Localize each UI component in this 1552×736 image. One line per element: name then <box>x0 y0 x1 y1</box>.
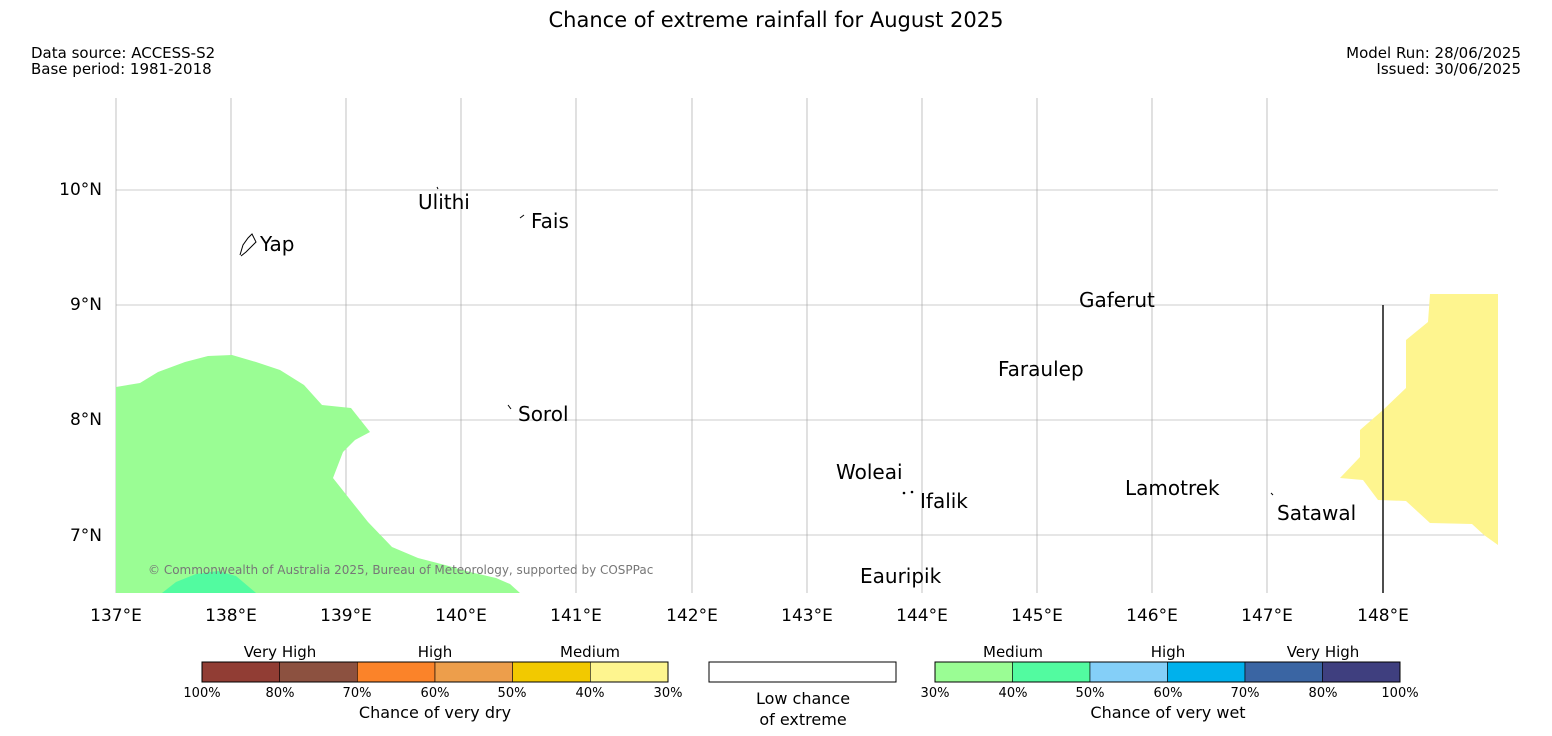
lon-label-146e: 146°E <box>1126 606 1178 626</box>
place-label-eauripik: Eauripik <box>860 564 942 588</box>
legend-wet-swatch <box>1089 661 1168 683</box>
legend-wet-tick: 70% <box>1231 686 1260 701</box>
legend-low-chance: Low chance of extreme <box>708 661 897 729</box>
meta-left: Data source: ACCESS-S2 Base period: 1981… <box>31 45 215 77</box>
legend-dry-swatch <box>279 661 358 683</box>
lon-label-139e: 139°E <box>320 606 372 626</box>
map-title: Chance of extreme rainfall for August 20… <box>548 8 1004 32</box>
legend-dry-group-medium: Medium <box>560 643 620 661</box>
lon-label-137e: 137°E <box>90 606 142 626</box>
legend-dry-tick: 80% <box>266 686 295 701</box>
place-label-satawal: Satawal <box>1277 501 1356 525</box>
island-markers <box>239 186 1274 496</box>
legend-dry-tick: 60% <box>421 686 450 701</box>
lat-label-7n: 7°N <box>70 526 102 546</box>
lat-label-8n: 8°N <box>70 410 102 430</box>
legend-dry-caption: Chance of very dry <box>359 703 511 722</box>
place-label-faraulep: Faraulep <box>998 357 1084 381</box>
legend-wet-swatch <box>1322 661 1401 683</box>
medium-dry-region <box>1340 294 1498 545</box>
legend-wet-tick: 100% <box>1381 686 1418 701</box>
legend-wet-tick: 50% <box>1076 686 1105 701</box>
lon-label-138e: 138°E <box>205 606 257 626</box>
legend-wet-tick: 60% <box>1154 686 1183 701</box>
legend-dry-group-high: High <box>418 643 452 661</box>
place-label-yap: Yap <box>259 232 294 256</box>
lat-label-10n: 10°N <box>59 180 102 200</box>
base-period-text: Base period: 1981-2018 <box>31 60 212 78</box>
legend-wet-caption: Chance of very wet <box>1090 703 1245 722</box>
legend-wet-tick: 40% <box>999 686 1028 701</box>
lon-label-148e: 148°E <box>1357 606 1409 626</box>
legend-dry-swatch <box>589 661 669 683</box>
ulithi-island-mark <box>436 186 439 190</box>
medium-wet-region <box>116 355 520 593</box>
legend-dry-tick: 30% <box>654 686 683 701</box>
legend-wet-group-high: High <box>1151 643 1185 661</box>
place-label-woleai: Woleai <box>836 460 903 484</box>
place-label-fais: Fais <box>531 209 569 233</box>
legend-dry-tick: 50% <box>498 686 527 701</box>
legend-wet-swatch <box>1244 661 1323 683</box>
legend-wet-group-medium: Medium <box>983 643 1043 661</box>
legend-dry-tick: 40% <box>576 686 605 701</box>
legend-dry: Very High High Medium 100% 80% 70% 60% 5… <box>183 643 682 722</box>
meta-right: Model Run: 28/06/2025 Issued: 30/06/2025 <box>1346 45 1521 77</box>
ifalik-island-mark <box>902 491 906 495</box>
legend-low-caption-1: Low chance <box>756 689 850 708</box>
copyright-text: © Commonwealth of Australia 2025, Bureau… <box>148 563 653 577</box>
model-run-text: Model Run: 28/06/2025 <box>1346 44 1521 62</box>
lon-label-142e: 142°E <box>666 606 718 626</box>
legend-wet-swatch <box>1012 661 1091 683</box>
lon-label-147e: 147°E <box>1241 606 1293 626</box>
legend-dry-swatch <box>512 661 591 683</box>
lon-label-140e: 140°E <box>435 606 487 626</box>
legend-dry-swatch <box>356 661 436 683</box>
legend-wet-tick: 80% <box>1309 686 1338 701</box>
lon-label-144e: 144°E <box>896 606 948 626</box>
data-source-text: Data source: ACCESS-S2 <box>31 44 216 62</box>
place-label-ifalik: Ifalik <box>920 489 968 513</box>
issued-text: Issued: 30/06/2025 <box>1376 60 1521 78</box>
legend-dry-tick: 100% <box>183 686 220 701</box>
legend-dry-group-very-high: Very High <box>244 643 317 661</box>
satawal-island-mark <box>1270 492 1274 496</box>
place-label-sorol: Sorol <box>518 402 569 426</box>
legend-wet-group-very-high: Very High <box>1287 643 1360 661</box>
legend-wet-swatch <box>934 661 1013 683</box>
wet-40-50-region <box>162 571 256 593</box>
legend-wet-swatch <box>1167 661 1246 683</box>
legend-dry-tick: 70% <box>343 686 372 701</box>
lon-label-141e: 141°E <box>550 606 602 626</box>
lon-label-143e: 143°E <box>781 606 833 626</box>
sorol-island-mark <box>507 404 512 410</box>
place-label-ulithi: Ulithi <box>418 190 470 214</box>
yap-island-outline <box>239 233 257 257</box>
place-label-gaferut: Gaferut <box>1079 288 1155 312</box>
legend-low-swatch <box>708 661 897 683</box>
lon-label-145e: 145°E <box>1011 606 1063 626</box>
fais-island-mark <box>519 214 525 219</box>
legend-wet-tick: 30% <box>921 686 950 701</box>
legend-low-caption-2: of extreme <box>759 710 846 729</box>
legend-wet: Medium High Very High 30% 40% 50% 60% 70… <box>921 643 1419 722</box>
lat-label-9n: 9°N <box>70 295 102 315</box>
ifalik-island-mark-2 <box>910 490 914 494</box>
place-label-lamotrek: Lamotrek <box>1125 476 1220 500</box>
legend-dry-swatch <box>201 661 280 683</box>
legend-dry-swatch <box>434 661 513 683</box>
